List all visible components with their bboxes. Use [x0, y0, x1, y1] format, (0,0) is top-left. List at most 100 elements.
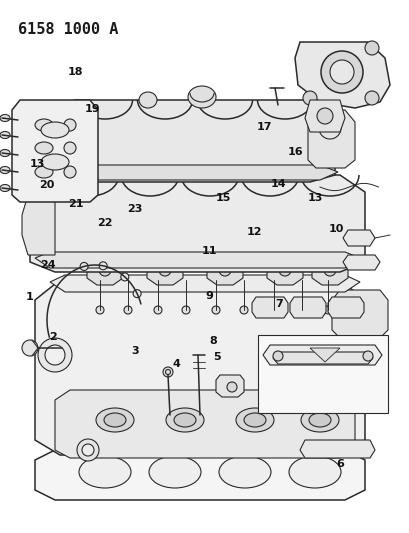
Polygon shape: [216, 375, 243, 397]
Ellipse shape: [96, 306, 104, 314]
Polygon shape: [252, 297, 287, 318]
Ellipse shape: [182, 306, 189, 314]
Polygon shape: [55, 390, 354, 458]
Ellipse shape: [41, 154, 69, 170]
Ellipse shape: [35, 119, 53, 131]
Ellipse shape: [22, 340, 38, 356]
Ellipse shape: [38, 338, 72, 372]
Ellipse shape: [227, 382, 236, 392]
Polygon shape: [266, 262, 302, 285]
Ellipse shape: [0, 184, 10, 191]
Polygon shape: [289, 297, 325, 318]
Ellipse shape: [323, 306, 331, 314]
Text: 21: 21: [68, 199, 83, 208]
Ellipse shape: [329, 60, 353, 84]
Ellipse shape: [148, 456, 200, 488]
Text: 3: 3: [131, 346, 139, 356]
Ellipse shape: [0, 115, 10, 122]
Polygon shape: [299, 440, 374, 458]
Polygon shape: [207, 262, 243, 285]
Ellipse shape: [342, 340, 372, 370]
Bar: [257, 335, 387, 413]
Polygon shape: [35, 450, 364, 500]
Ellipse shape: [0, 149, 10, 157]
Ellipse shape: [64, 119, 76, 131]
Ellipse shape: [218, 264, 230, 276]
Text: 10: 10: [328, 224, 343, 234]
Ellipse shape: [96, 408, 134, 432]
Text: 4: 4: [172, 359, 180, 368]
Ellipse shape: [278, 264, 290, 276]
Ellipse shape: [104, 413, 126, 427]
Ellipse shape: [362, 351, 372, 361]
Text: 13: 13: [30, 159, 45, 169]
Ellipse shape: [288, 456, 340, 488]
Text: 9: 9: [204, 291, 213, 301]
Polygon shape: [311, 262, 347, 285]
Polygon shape: [50, 100, 334, 182]
Ellipse shape: [124, 306, 132, 314]
Polygon shape: [50, 275, 359, 292]
Ellipse shape: [239, 306, 247, 314]
Text: 5: 5: [213, 352, 220, 362]
Ellipse shape: [323, 264, 335, 276]
Ellipse shape: [297, 306, 305, 314]
Ellipse shape: [35, 142, 53, 154]
Polygon shape: [30, 175, 364, 272]
Ellipse shape: [154, 306, 162, 314]
Text: 19: 19: [84, 104, 100, 114]
Text: 7: 7: [274, 299, 282, 309]
Ellipse shape: [64, 166, 76, 178]
Text: 2: 2: [49, 332, 57, 342]
Ellipse shape: [308, 413, 330, 427]
Ellipse shape: [0, 132, 10, 139]
Ellipse shape: [348, 346, 366, 364]
Ellipse shape: [82, 444, 94, 456]
Polygon shape: [12, 100, 98, 202]
Polygon shape: [147, 262, 182, 285]
Ellipse shape: [243, 413, 265, 427]
Ellipse shape: [316, 108, 332, 124]
Ellipse shape: [300, 408, 338, 432]
Polygon shape: [309, 348, 339, 362]
Ellipse shape: [64, 142, 76, 154]
Polygon shape: [87, 262, 123, 285]
Text: 24: 24: [40, 261, 56, 270]
Text: 12: 12: [246, 227, 261, 237]
Ellipse shape: [139, 92, 157, 108]
Polygon shape: [304, 100, 344, 132]
Text: 16: 16: [287, 147, 302, 157]
Ellipse shape: [270, 306, 277, 314]
Ellipse shape: [99, 264, 111, 276]
Text: 20: 20: [39, 181, 55, 190]
Ellipse shape: [188, 86, 216, 108]
Polygon shape: [272, 352, 372, 364]
Ellipse shape: [236, 408, 273, 432]
Ellipse shape: [159, 264, 171, 276]
Ellipse shape: [80, 262, 88, 270]
Polygon shape: [294, 42, 389, 108]
Polygon shape: [22, 195, 55, 255]
Ellipse shape: [45, 345, 65, 365]
Ellipse shape: [272, 351, 282, 361]
Polygon shape: [331, 290, 387, 338]
Text: 1: 1: [26, 293, 33, 302]
Ellipse shape: [364, 41, 378, 55]
Ellipse shape: [166, 408, 204, 432]
Ellipse shape: [173, 413, 196, 427]
Polygon shape: [35, 280, 364, 455]
Text: 11: 11: [201, 246, 216, 255]
Ellipse shape: [163, 367, 173, 377]
Text: 14: 14: [270, 179, 286, 189]
Text: 6158 1000 A: 6158 1000 A: [18, 22, 118, 37]
Polygon shape: [42, 165, 337, 180]
Text: 22: 22: [97, 218, 112, 228]
Ellipse shape: [320, 51, 362, 93]
Polygon shape: [262, 345, 381, 365]
Ellipse shape: [302, 91, 316, 105]
Text: 17: 17: [256, 122, 272, 132]
Polygon shape: [35, 252, 359, 268]
Ellipse shape: [99, 262, 107, 270]
Ellipse shape: [41, 122, 69, 138]
Ellipse shape: [79, 456, 131, 488]
